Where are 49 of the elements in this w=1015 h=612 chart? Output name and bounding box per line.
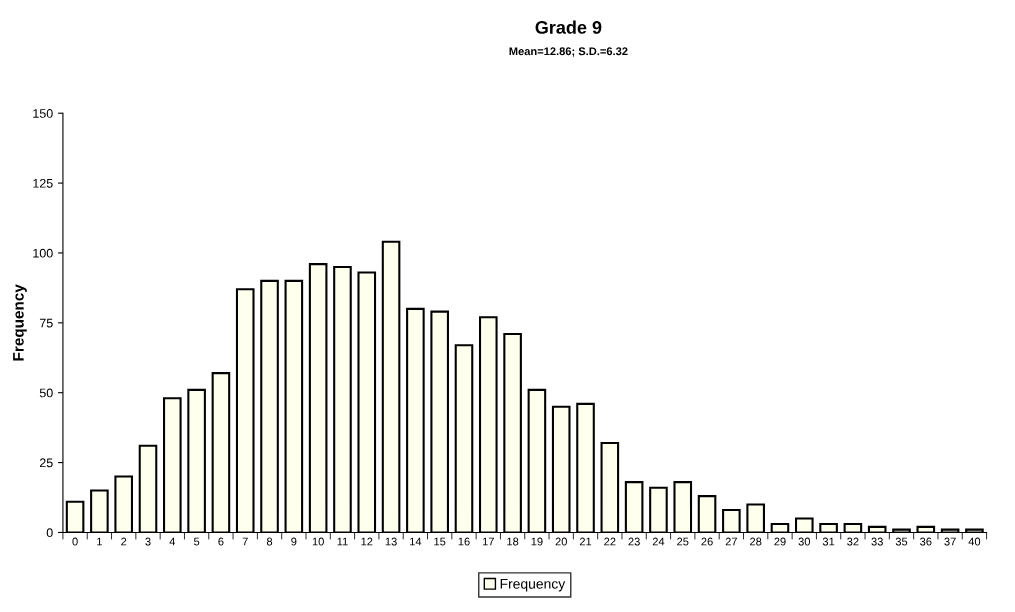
x-tick-label: 33 — [871, 537, 883, 546]
x-tick-label: 35 — [895, 537, 908, 546]
x-tick-label: 27 — [725, 537, 737, 546]
x-tick-label: 28 — [750, 537, 762, 546]
x-tick-label: 19 — [531, 537, 543, 546]
chart-subtitle: Mean=12.86; S.D.=6.32 — [509, 47, 628, 57]
x-tick-label: 3 — [145, 537, 151, 546]
x-tick-label: 37 — [944, 537, 956, 546]
x-tick-label: 11 — [337, 537, 348, 546]
x-tick-label: 22 — [604, 537, 616, 546]
y-tick-label: 50 — [39, 388, 53, 398]
x-tick-label: 2 — [121, 537, 127, 546]
x-tick-label: 25 — [677, 537, 689, 546]
x-tick-label: 7 — [242, 537, 248, 546]
y-tick-label: 75 — [39, 318, 53, 328]
x-tick-label: 20 — [555, 537, 567, 546]
x-tick-label: 32 — [847, 537, 859, 546]
x-tick-label: 24 — [652, 537, 665, 546]
x-tick-label: 5 — [193, 537, 200, 546]
x-tick-label: 13 — [385, 537, 397, 546]
x-tick-label: 40 — [968, 537, 981, 546]
x-tick-label: 9 — [291, 537, 297, 546]
x-tick-label: 29 — [774, 537, 786, 546]
chart-title: Grade 9 — [535, 20, 602, 34]
x-tick-label: 17 — [482, 537, 494, 546]
x-tick-label: 15 — [434, 537, 446, 546]
x-tick-label: 30 — [798, 537, 811, 546]
y-tick-label: 0 — [46, 528, 53, 538]
x-tick-label: 26 — [701, 537, 713, 546]
legend-label: Frequency — [500, 579, 566, 592]
x-tick-label: 16 — [458, 537, 470, 546]
x-tick-label: 14 — [410, 537, 422, 546]
y-tick-label: 100 — [33, 248, 53, 258]
x-tick-label: 1 — [97, 537, 102, 546]
x-tick-label: 12 — [361, 537, 373, 546]
x-tick-label: 36 — [920, 537, 932, 546]
x-tick-label: 6 — [218, 537, 224, 546]
x-tick-label: 4 — [169, 537, 176, 546]
x-tick-label: 23 — [628, 537, 640, 546]
y-tick-label: 25 — [39, 458, 53, 468]
x-tick-label: 10 — [312, 537, 324, 546]
x-tick-label: 0 — [72, 537, 78, 546]
x-tick-label: 8 — [266, 537, 273, 546]
x-tick-label: 31 — [822, 537, 835, 546]
y-tick-label: 125 — [33, 178, 53, 188]
y-tick-label: 150 — [33, 109, 53, 118]
x-tick-label: 21 — [579, 537, 592, 546]
y-axis-title: Frequency — [13, 284, 27, 361]
x-tick-label: 18 — [507, 537, 519, 546]
